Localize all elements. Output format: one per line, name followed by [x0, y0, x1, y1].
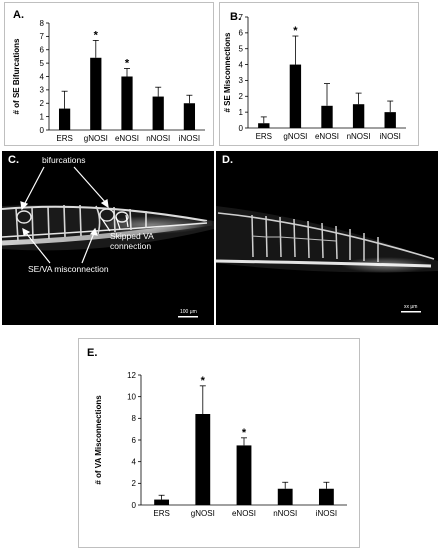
- panel-e-label: E.: [87, 347, 98, 359]
- y-tick-label: 2: [40, 99, 45, 108]
- y-axis-label: # of VA Misconnections: [94, 395, 103, 485]
- y-tick-label: 1: [239, 108, 244, 117]
- y-tick-label: 4: [132, 457, 137, 466]
- x-tick-label: eNOSI: [115, 134, 139, 143]
- bar-nnosi: [352, 104, 365, 128]
- bar-ers: [58, 108, 71, 130]
- bar-enosi: [236, 445, 252, 505]
- x-tick-label: ERS: [56, 134, 72, 143]
- bar-enosi: [121, 76, 133, 130]
- panel-b-label: B.: [230, 11, 241, 23]
- bar-ers: [258, 123, 270, 128]
- scale-bar-c: [178, 316, 198, 318]
- significance-marker: *: [242, 427, 247, 439]
- y-tick-label: 12: [127, 371, 136, 380]
- bar-nnosi: [152, 96, 164, 130]
- y-tick-label: 5: [40, 59, 45, 68]
- x-tick-label: eNOSI: [315, 132, 339, 141]
- x-tick-label: iNOSI: [179, 134, 200, 143]
- y-tick-label: 6: [132, 436, 137, 445]
- y-tick-label: 8: [40, 19, 45, 28]
- x-tick-label: eNOSI: [232, 509, 256, 518]
- y-tick-label: 2: [239, 92, 244, 101]
- panel-d-micrograph: D. xx μm: [216, 151, 438, 325]
- x-tick-label: nNOSI: [273, 509, 297, 518]
- y-tick-label: 10: [127, 392, 136, 401]
- panel-c-micrograph: C. bifurcations Skipped VA connection SE…: [2, 151, 214, 325]
- y-tick-label: 2: [132, 479, 137, 488]
- scale-bar-d: [401, 311, 421, 313]
- bar-ers: [154, 499, 170, 505]
- y-tick-label: 0: [239, 124, 244, 133]
- scale-bar-d-label: xx μm: [404, 304, 418, 310]
- significance-marker: *: [293, 25, 298, 37]
- chart-a: 0 1 2 3 4 5 6 7 8 # of SE Bifurcations ERS * gNOSI * e…: [12, 19, 205, 143]
- y-axis-label: # SE Misconnections: [223, 32, 232, 113]
- vessel-image-d: [216, 206, 438, 313]
- y-tick-label: 4: [40, 72, 45, 81]
- bar-gnosi: [90, 57, 102, 130]
- panel-a: A. 0 1 2 3 4 5 6 7 8 # of SE Bifurcations ERS * gNOS…: [4, 2, 214, 146]
- y-tick-label: 3: [239, 76, 244, 85]
- y-tick-label: 4: [239, 60, 244, 69]
- x-tick-label: ERS: [153, 509, 169, 518]
- y-tick-label: 5: [239, 45, 244, 54]
- significance-marker: *: [94, 29, 99, 41]
- annotation-bifurcations: bifurcations: [42, 155, 86, 165]
- y-tick-label: 3: [40, 86, 45, 95]
- panel-b: B. 0 1 2 3 4 5 6 7 # SE Misconnections ERS * gNOSI e…: [219, 2, 419, 146]
- y-tick-label: 6: [40, 46, 45, 55]
- bar-inosi: [183, 103, 196, 130]
- chart-b: 0 1 2 3 4 5 6 7 # SE Misconnections ERS * gNOSI eNOS…: [223, 13, 406, 141]
- y-tick-label: 0: [40, 126, 45, 135]
- bar-inosi: [318, 488, 334, 505]
- x-tick-label: nNOSI: [347, 132, 371, 141]
- x-tick-label: ERS: [256, 132, 272, 141]
- x-tick-label: iNOSI: [380, 132, 401, 141]
- y-tick-label: 7: [40, 32, 45, 41]
- vessel-image-c: [2, 166, 214, 318]
- y-tick-label: 0: [132, 501, 137, 510]
- panel-d-label: D.: [222, 154, 233, 166]
- bar-nnosi: [277, 488, 293, 505]
- bar-inosi: [384, 112, 396, 128]
- y-tick-label: 6: [239, 29, 244, 38]
- x-tick-label: iNOSI: [316, 509, 337, 518]
- annotation-se-va: SE/VA misconnection: [28, 264, 109, 274]
- panel-e: E. 0 2 4 6 8 10 12 # of VA Misconnections ERS * gN…: [78, 338, 360, 548]
- scale-bar-c-label: 100 μm: [180, 309, 197, 315]
- bar-gnosi: [195, 414, 211, 505]
- x-tick-label: gNOSI: [283, 132, 307, 141]
- panel-a-label: A.: [13, 9, 24, 21]
- significance-marker: *: [125, 57, 130, 69]
- panel-c-label: C.: [8, 154, 19, 166]
- y-axis-label: # of SE Bifurcations: [12, 38, 21, 115]
- y-tick-label: 7: [239, 13, 244, 22]
- bar-gnosi: [289, 64, 302, 128]
- chart-e: 0 2 4 6 8 10 12 # of VA Misconnections ERS * gNOSI…: [94, 371, 347, 518]
- x-tick-label: gNOSI: [84, 134, 108, 143]
- x-tick-label: nNOSI: [146, 134, 170, 143]
- significance-marker: *: [201, 375, 206, 387]
- y-tick-label: 8: [132, 414, 137, 423]
- x-tick-label: gNOSI: [191, 509, 215, 518]
- y-tick-label: 1: [40, 112, 45, 121]
- bar-enosi: [321, 105, 333, 128]
- annotation-skipped-va: Skipped VA connection: [110, 231, 154, 251]
